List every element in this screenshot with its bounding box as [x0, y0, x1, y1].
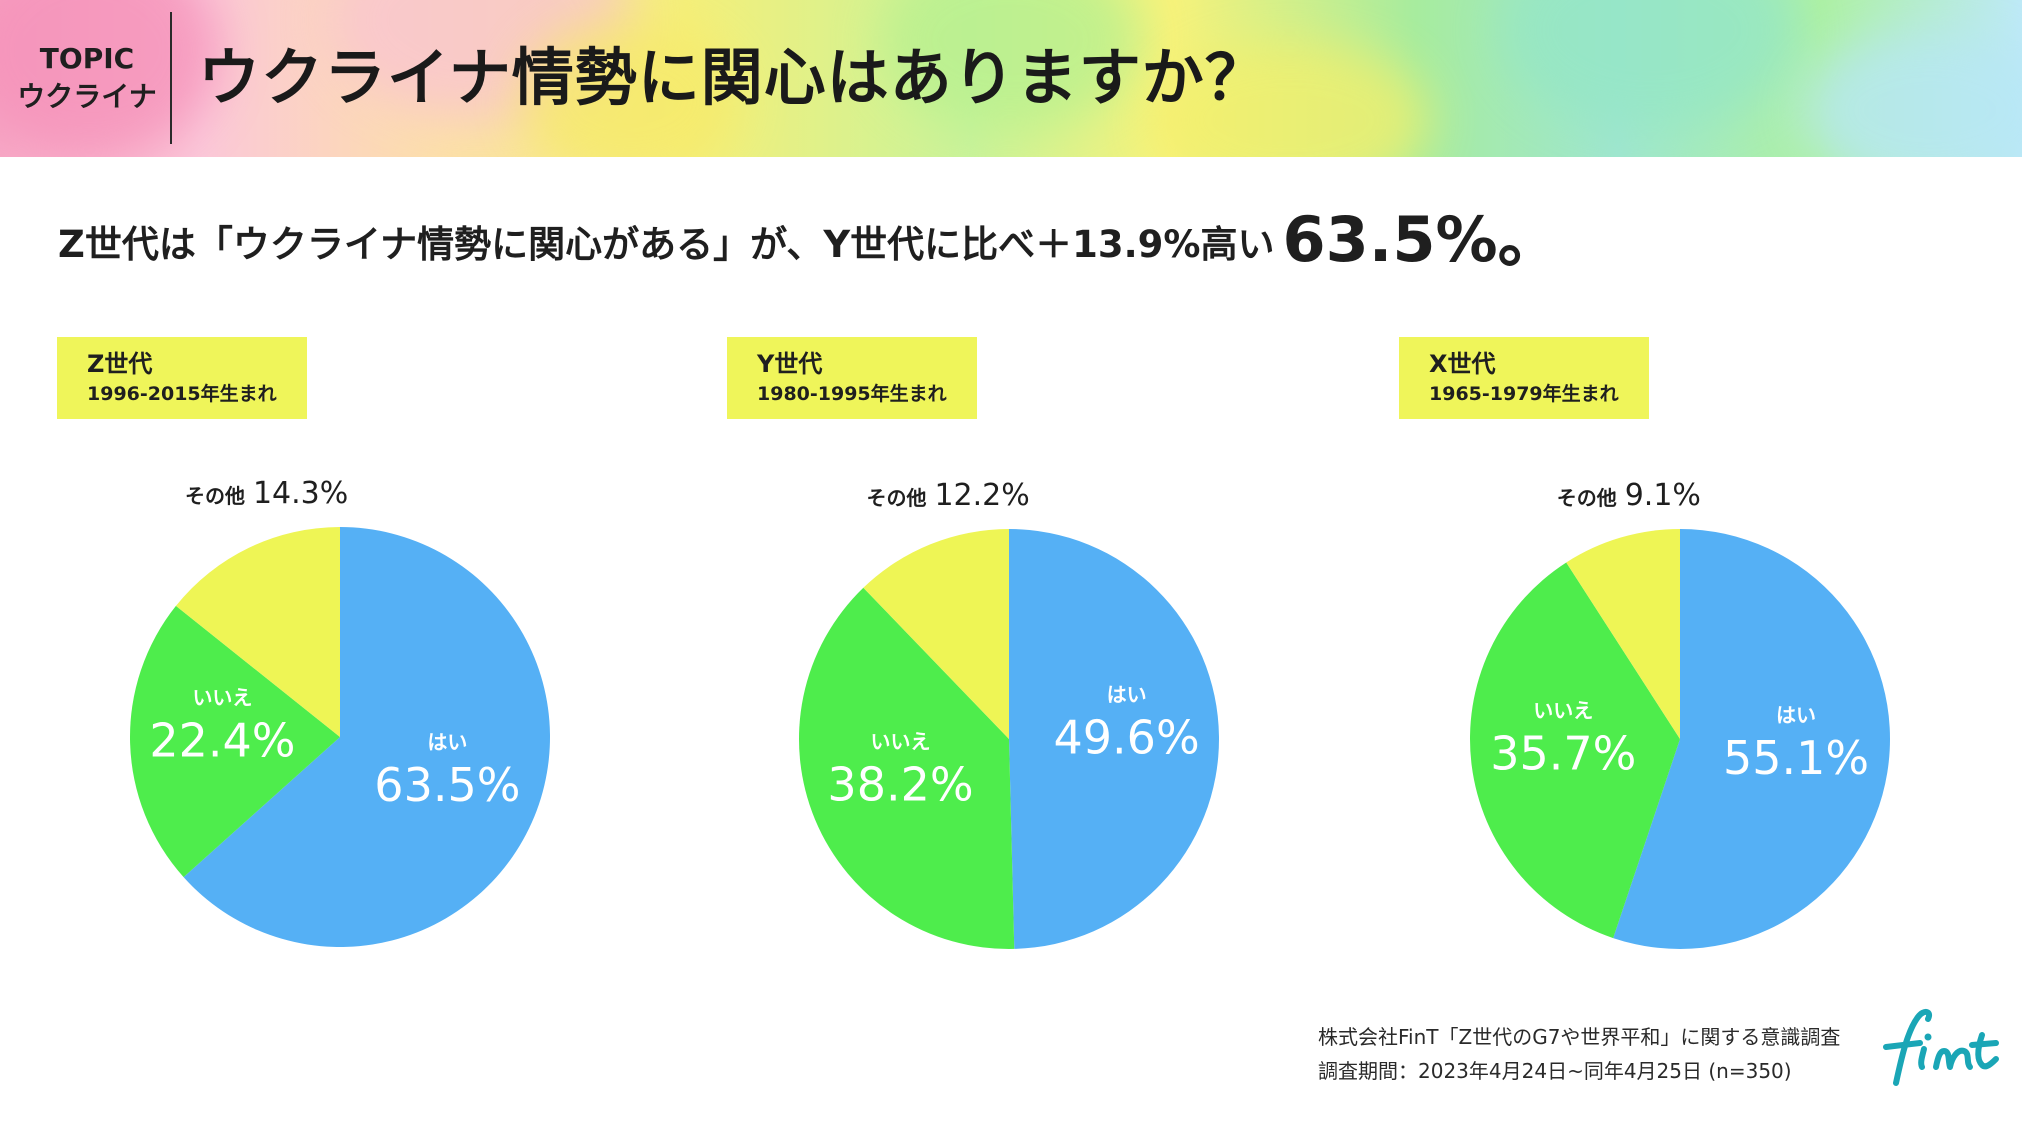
topic-subtext: ウクライナ [17, 80, 157, 113]
banner-decor [1150, 40, 1430, 157]
slice-label-yes: はい [1776, 703, 1816, 727]
headline-highlight: 63.5%。 [1282, 203, 1560, 276]
generation-years: 1980-1995年生まれ [757, 383, 947, 405]
topic-label: TOPIC ウクライナ [12, 40, 162, 116]
slice-label-no: いいえ [870, 729, 930, 753]
pie-slice-other [1566, 529, 1680, 739]
generation-years: 1965-1979年生まれ [1429, 383, 1619, 405]
pie-slice-no [1470, 562, 1680, 939]
slice-value-yes: 49.6% [1054, 711, 1200, 765]
slice-value-no: 38.2% [827, 757, 973, 811]
generation-name: Z世代 [87, 350, 153, 378]
source-line-1: 株式会社FinT「Z世代のG7や世界平和」に関する意識調査 [1318, 1025, 1841, 1049]
page-title: ウクライナ情勢に関心はありますか？ [198, 41, 1268, 114]
topic-text: TOPIC [39, 42, 135, 75]
slice-label-yes: はい [1107, 683, 1147, 707]
pie-slice-yes [1009, 528, 1220, 949]
pie-slice-yes [1613, 529, 1890, 949]
slice-value-yes: 63.5% [374, 758, 520, 812]
pie-slice-no [130, 605, 340, 878]
source-note: 株式会社FinT「Z世代のG7や世界平和」に関する意識調査 調査期間：2023年… [1318, 1020, 1840, 1088]
pie-slice-yes [183, 527, 550, 948]
slice-label-other: その他 [1557, 486, 1617, 510]
fint-logo [1883, 1009, 1999, 1086]
headline-text: Z世代は「ウクライナ情勢に関心がある」が、Y世代に比べ＋13.9%高い [58, 223, 1275, 266]
slice-value-other: 12.2% [934, 478, 1029, 513]
slice-label-other: その他 [185, 484, 245, 508]
generation-years: 1996-2015年生まれ [87, 383, 277, 405]
pie-slice-no [799, 587, 1015, 949]
headline: Z世代は「ウクライナ情勢に関心がある」が、Y世代に比べ＋13.9%高い 63.5%… [58, 205, 1560, 280]
slice-value-yes: 55.1% [1723, 731, 1869, 785]
slice-label-other: その他 [866, 486, 926, 510]
header-divider [170, 12, 172, 144]
slice-value-other: 14.3% [253, 476, 348, 511]
generation-box-y: Y世代 1980-1995年生まれ [727, 337, 977, 419]
header-banner: TOPIC ウクライナ ウクライナ情勢に関心はありますか？ [0, 0, 2022, 157]
generation-box-z: Z世代 1996-2015年生まれ [57, 337, 307, 419]
pie-slice-other [175, 527, 340, 737]
pie-slice-other [863, 529, 1009, 739]
slice-label-no: いいえ [192, 685, 252, 709]
slice-value-no: 22.4% [149, 713, 295, 767]
banner-decor [520, 20, 740, 157]
slice-label-yes: はい [427, 730, 467, 754]
slice-value-other: 9.1% [1625, 478, 1701, 513]
slice-label-no: いいえ [1533, 699, 1593, 723]
generation-name: X世代 [1429, 350, 1496, 378]
source-line-2: 調査期間：2023年4月24日~同年4月25日 (n=350) [1318, 1059, 1792, 1083]
slice-value-no: 35.7% [1490, 727, 1636, 781]
generation-name: Y世代 [757, 350, 823, 378]
generation-box-x: X世代 1965-1979年生まれ [1399, 337, 1649, 419]
